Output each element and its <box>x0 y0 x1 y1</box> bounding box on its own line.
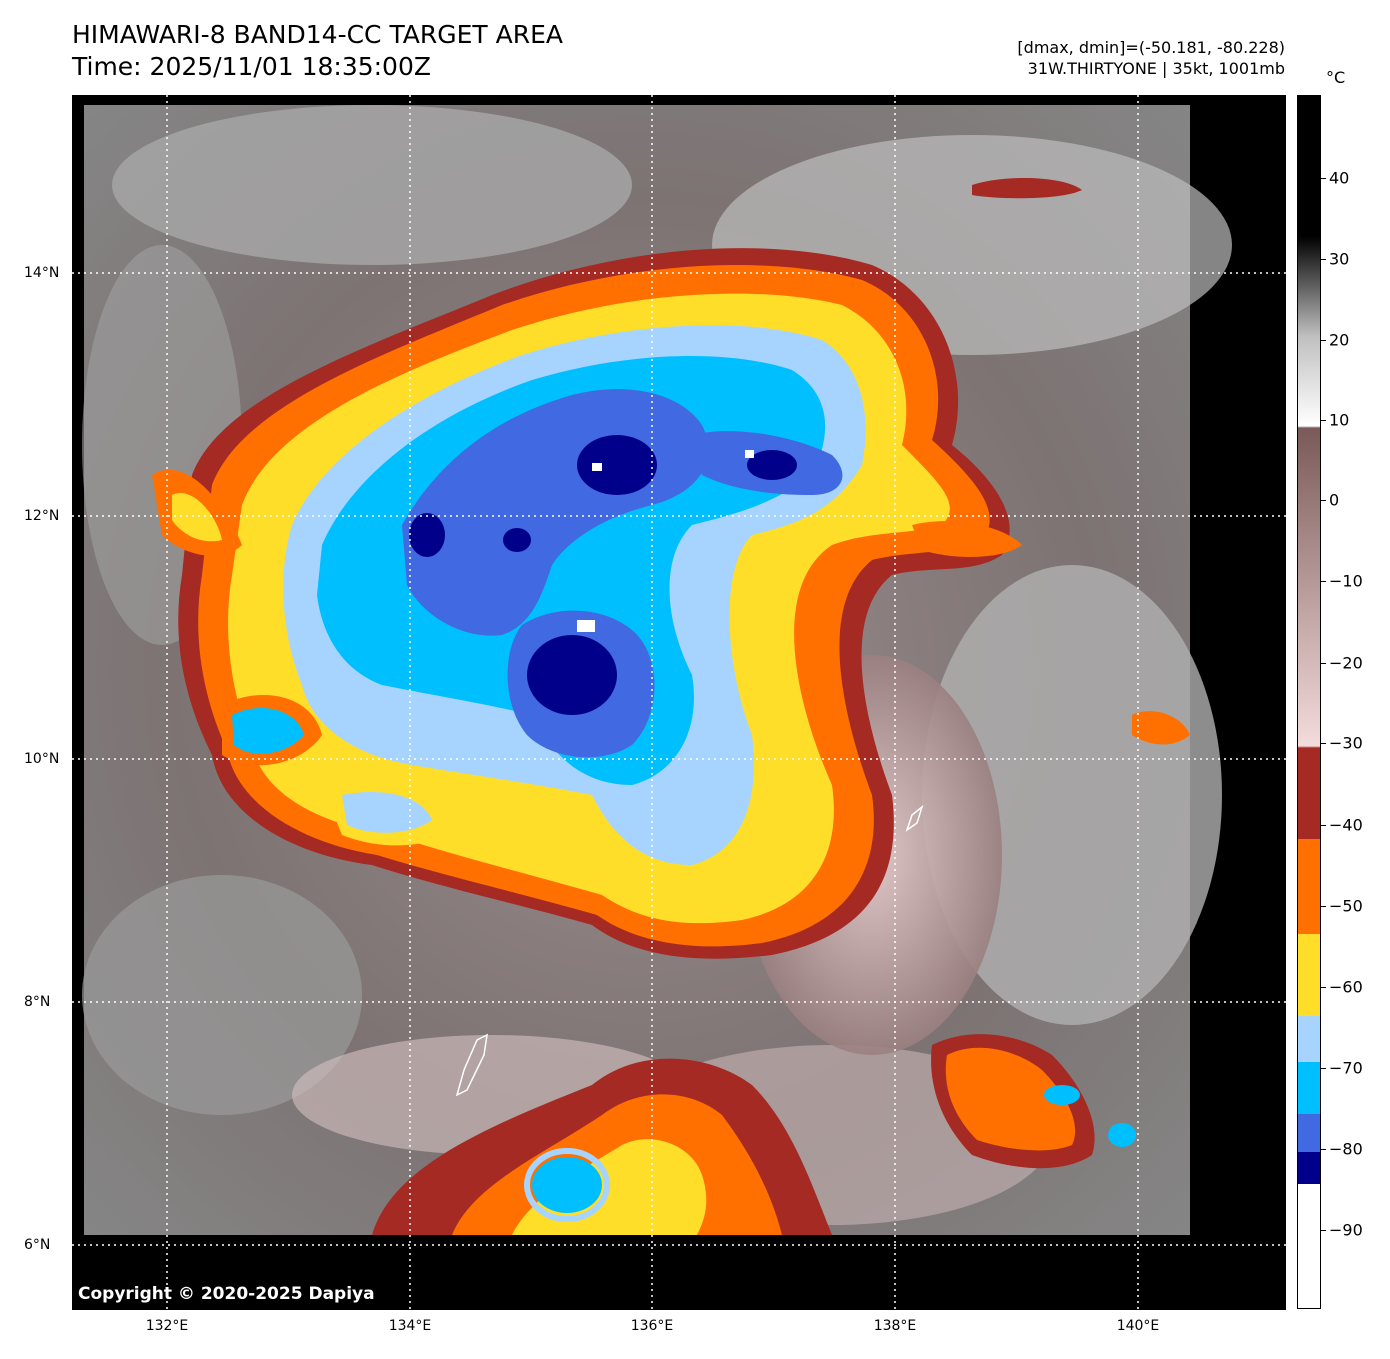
lon-label-140e: 140°E <box>1116 1318 1160 1334</box>
colorbar-tick <box>1321 178 1326 179</box>
ir-imagery <box>72 95 1286 1310</box>
colorbar-unit: °C <box>1326 68 1346 87</box>
colorbar-tick-label: −30 <box>1329 733 1363 753</box>
colorbar-tick <box>1321 1149 1326 1150</box>
colorbar-tick <box>1321 340 1326 341</box>
colorbar-tick <box>1321 500 1326 501</box>
colorbar-tick-label: −60 <box>1329 977 1363 997</box>
copyright-notice: Copyright © 2020-2025 Dapiya <box>78 1284 375 1304</box>
colorbar-tick-label: −20 <box>1329 653 1363 673</box>
lat-label-12n: 12°N <box>24 508 60 524</box>
colorbar-tick-label: 20 <box>1329 330 1350 350</box>
graticule <box>72 95 1286 1310</box>
colorbar <box>1297 95 1321 1309</box>
storm-info: 31W.THIRTYONE | 35kt, 1001mb <box>1027 59 1285 78</box>
lon-label-134e: 134°E <box>388 1318 432 1334</box>
lat-label-10n: 10°N <box>24 751 60 767</box>
satellite-map[interactable] <box>72 95 1286 1310</box>
band-minus80-core <box>527 635 617 715</box>
lon-label-138e: 138°E <box>873 1318 917 1334</box>
colorbar-tick-label: −50 <box>1329 896 1363 916</box>
colorbar-tick-label: 10 <box>1329 410 1350 430</box>
colorbar-tick-label: −70 <box>1329 1058 1363 1078</box>
colorbar-tick-label: 30 <box>1329 249 1350 269</box>
colorbar-tick <box>1321 1068 1326 1069</box>
colorbar-tick <box>1321 743 1326 744</box>
lon-label-136e: 136°E <box>630 1318 674 1334</box>
lat-label-8n: 8°N <box>24 994 51 1010</box>
colorbar-tick-label: −80 <box>1329 1139 1363 1159</box>
colorbar-tick-label: −40 <box>1329 815 1363 835</box>
colorbar-tick <box>1321 906 1326 907</box>
colorbar-tick <box>1321 581 1326 582</box>
dmax-dmin-readout: [dmax, dmin]=(-50.181, -80.228) <box>1017 38 1285 57</box>
colorbar-tick-label: −90 <box>1329 1220 1363 1240</box>
lat-label-6n: 6°N <box>24 1237 51 1253</box>
chart-title: HIMAWARI-8 BAND14-CC TARGET AREA <box>72 20 564 49</box>
lon-label-132e: 132°E <box>145 1318 189 1334</box>
colorbar-tick <box>1321 1230 1326 1231</box>
colorbar-tick <box>1321 825 1326 826</box>
colorbar-tick-label: 0 <box>1329 490 1340 510</box>
colorbar-tick-label: −10 <box>1329 571 1363 591</box>
colorbar-tick-label: 40 <box>1329 168 1350 188</box>
colorbar-tick <box>1321 259 1326 260</box>
colorbar-tick <box>1321 663 1326 664</box>
colorbar-tick <box>1321 987 1326 988</box>
lat-label-14n: 14°N <box>24 265 60 281</box>
colorbar-tick <box>1321 420 1326 421</box>
timestamp: Time: 2025/11/01 18:35:00Z <box>72 52 431 81</box>
